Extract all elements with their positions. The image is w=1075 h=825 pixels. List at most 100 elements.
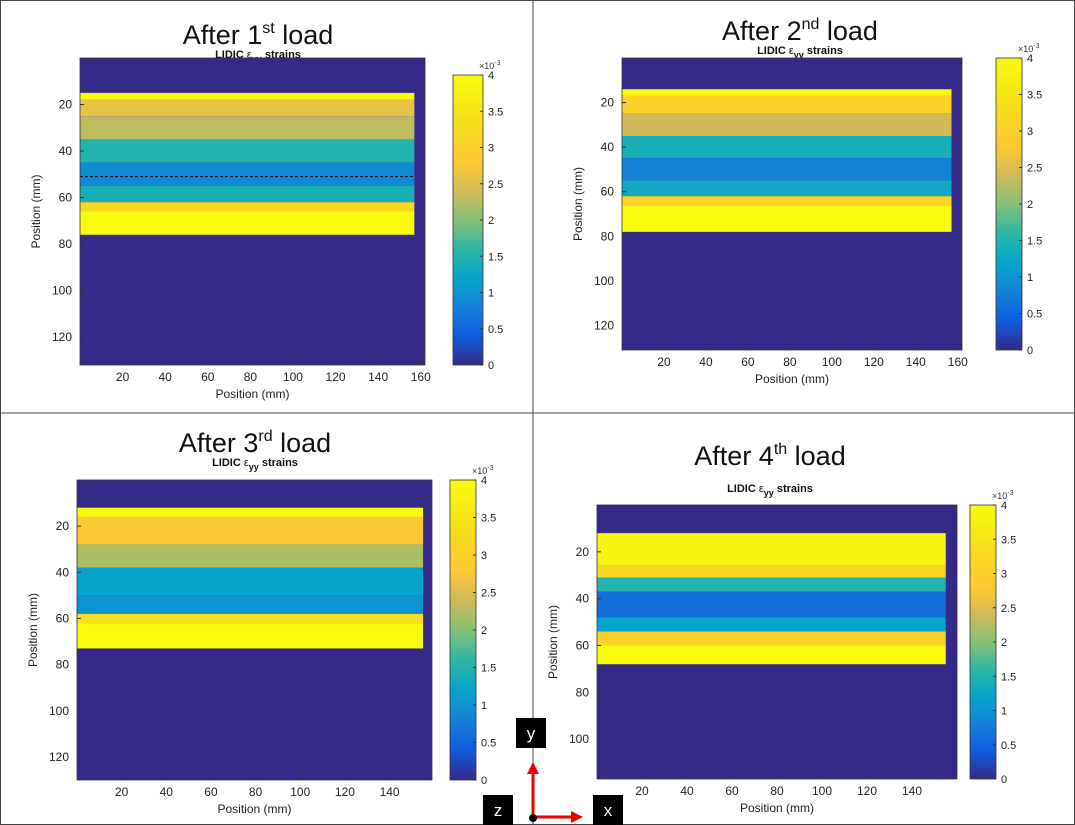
title-text: After 1 (183, 20, 263, 50)
y-tick-label: 60 (601, 185, 615, 199)
title-sup: th (774, 441, 787, 458)
x-axis-label: Position (mm) (740, 801, 814, 815)
strain-band (80, 99, 415, 117)
axis-label: x (604, 801, 613, 820)
colorbar (969, 504, 997, 780)
colorbar-tick-label: 0 (1027, 345, 1033, 357)
x-tick-label: 100 (812, 784, 832, 798)
subtitle-text: strains (804, 45, 843, 57)
colorbar-tick-label: 4 (481, 475, 487, 487)
subtitle-text: strains (774, 483, 813, 495)
strain-band (80, 202, 415, 212)
axes-box (76, 479, 433, 781)
colorbar-tick-label: 1.5 (1001, 671, 1016, 683)
panel-subtitle: LIDIC εyy strains (757, 45, 843, 60)
x-tick-label: 80 (783, 355, 797, 369)
y-axis-label: Position (mm) (546, 605, 560, 679)
y-tick-label: 60 (56, 611, 70, 625)
x-axis-label: Position (mm) (215, 387, 289, 401)
x-tick-label: 60 (741, 355, 755, 369)
colorbar-tick-label: 0.5 (1027, 309, 1042, 321)
strain-band (622, 113, 952, 137)
x-tick-label: 120 (326, 370, 346, 384)
arrow-head (527, 762, 539, 774)
x-tick-label: 160 (948, 355, 968, 369)
colorbar-tick-label: 3 (1027, 126, 1033, 138)
x-tick-label: 60 (201, 370, 215, 384)
colorbar-tick-label: 1.5 (481, 663, 496, 675)
y-axis-label: Position (mm) (29, 174, 43, 248)
subtitle-text: LIDIC (727, 483, 759, 495)
strain-band (80, 211, 415, 235)
subtitle-text: strains (259, 457, 298, 469)
x-tick-label: 120 (857, 784, 877, 798)
x-tick-label: 40 (160, 785, 174, 799)
panel-subtitle: LIDIC εyy strains (212, 457, 298, 472)
colorbar-tick-label: 1.5 (1027, 236, 1042, 248)
y-tick-label: 80 (576, 685, 590, 699)
strain-band (597, 565, 946, 578)
origin-dot (529, 814, 537, 822)
colorbar-tick-label: 2.5 (1027, 163, 1042, 175)
colorbar-tick-label: 2.5 (488, 179, 503, 191)
subtitle-sub: yy (764, 488, 774, 498)
y-tick-label: 40 (576, 592, 590, 606)
x-tick-label: 160 (411, 370, 431, 384)
x-tick-label: 100 (283, 370, 303, 384)
panel-subtitle: LIDIC εyy strains (727, 483, 813, 498)
strain-band (80, 116, 415, 140)
strain-band (597, 533, 946, 566)
arrow-head (571, 811, 583, 823)
subtitle-symbol: ε (247, 49, 252, 61)
strain-band (77, 516, 424, 545)
colorbar (452, 74, 484, 366)
colorbar-tick-label: 2 (488, 215, 494, 227)
x-tick-label: 40 (159, 370, 173, 384)
axis-label: z (494, 801, 503, 820)
y-tick-label: 40 (56, 565, 70, 579)
x-tick-label: 120 (864, 355, 884, 369)
strain-band (80, 185, 415, 203)
title-text: After 4 (694, 441, 774, 471)
colorbar-tick-label: 0 (488, 360, 494, 372)
x-tick-label: 120 (335, 785, 355, 799)
x-tick-label: 140 (368, 370, 388, 384)
axes-box (621, 57, 963, 351)
colorbar-tick-label: 3.5 (488, 106, 503, 118)
colorbar-tick-label: 2 (1001, 637, 1007, 649)
strain-band (597, 631, 946, 646)
colorbar-tick-label: 4 (1027, 53, 1033, 65)
colorbar-tick-label: 0 (1001, 774, 1007, 786)
colorbar-tick-label: 4 (1001, 500, 1007, 512)
x-tick-label: 60 (725, 784, 739, 798)
x-tick-label: 40 (680, 784, 694, 798)
x-tick-label: 80 (244, 370, 258, 384)
colorbar-tick-label: 0 (481, 775, 487, 787)
y-tick-label: 20 (56, 519, 70, 533)
colorbar-tick-label: 3 (1001, 569, 1007, 581)
panel-title: After 1st load (183, 20, 334, 50)
panel-title: After 3rd load (179, 428, 331, 458)
y-tick-label: 40 (601, 140, 615, 154)
y-tick-label: 80 (59, 237, 73, 251)
colorbar-tick-label: 3 (488, 143, 494, 155)
x-tick-label: 20 (635, 784, 649, 798)
colorbar-multiplier: ×10-3 (1018, 43, 1040, 54)
strain-band (77, 567, 424, 596)
panel-title: After 2nd load (722, 16, 878, 46)
y-tick-label: 120 (49, 750, 69, 764)
title-text: After 3 (179, 428, 259, 458)
strain-band (622, 205, 952, 232)
multiplier-exp: -3 (1033, 43, 1039, 50)
y-tick-label: 100 (569, 732, 589, 746)
subtitle-text: LIDIC (212, 457, 244, 469)
colorbar-tick-label: 1 (488, 288, 494, 300)
strain-band (597, 617, 946, 632)
x-tick-label: 100 (822, 355, 842, 369)
subtitle-sub: yy (249, 462, 259, 472)
subtitle-text: LIDIC (757, 45, 789, 57)
